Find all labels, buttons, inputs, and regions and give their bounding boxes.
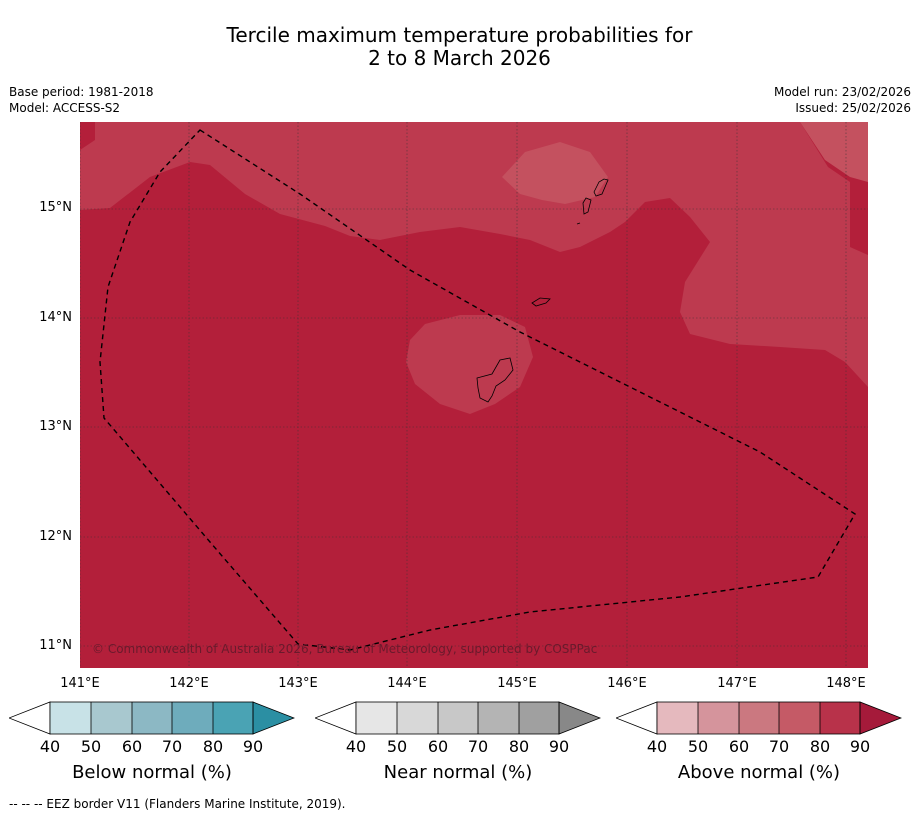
colorbar-below-low-extension (9, 701, 51, 735)
latitude-label-15n: 15°N (39, 200, 72, 215)
below-tick-60: 60 (121, 737, 143, 756)
near-tick-80: 80 (508, 737, 530, 756)
metadata-left: Base period: 1981-2018 Model: ACCESS-S2 (9, 84, 154, 116)
near-tick-50: 50 (386, 737, 408, 756)
colorbar-above-frame (656, 701, 861, 735)
colorbar-below-dividers (49, 701, 254, 735)
colorbar-below-bin-70-80 (172, 702, 213, 734)
above-tick-90: 90 (849, 737, 871, 756)
above-tick-40: 40 (646, 737, 668, 756)
probability-zone-60-70-north (502, 142, 608, 204)
colorbar-below-bin-50-60 (91, 702, 132, 734)
colorbar-above-bin-50-60 (698, 702, 739, 734)
probability-zone-70-80-north (80, 122, 868, 387)
below-tick-80: 80 (202, 737, 224, 756)
colorbar-near-dividers (355, 701, 560, 735)
colorbar-above-bin-80-90 (820, 702, 860, 734)
model-run-date: Model run: 23/02/2026 (773, 85, 911, 99)
colorbar-below-high-extension (252, 701, 295, 735)
colorbar-near-bin-80-90 (519, 702, 559, 734)
colorbar-label-above: Above normal (%) (677, 762, 841, 783)
colorbar-above-high-extension (859, 701, 902, 735)
above-tick-50: 50 (687, 737, 709, 756)
latitude-label-11n: 11°N (39, 638, 72, 653)
longitude-label-142e: 142°E (169, 676, 209, 691)
colorbar-above-low-extension (616, 701, 658, 735)
longitude-label-148e: 148°E (826, 676, 866, 691)
near-tick-60: 60 (427, 737, 449, 756)
chart-title-line-2: 2 to 8 March 2026 (368, 46, 551, 70)
colorbar-near-bin-50-60 (397, 702, 438, 734)
near-tick-90: 90 (548, 737, 570, 756)
eez-border (99, 129, 856, 651)
colorbar-near-bin-70-80 (478, 702, 519, 734)
longitude-label-141e: 141°E (60, 676, 100, 691)
islands (476, 178, 609, 403)
colorbar-near-bin-60-70 (438, 702, 478, 734)
colorbar-below-bin-80-90 (213, 702, 253, 734)
base-period: Base period: 1981-2018 (9, 85, 154, 99)
chart-title-line-1: Tercile maximum temperature probabilitie… (226, 23, 693, 47)
colorbar-below-bin-40-50 (50, 702, 91, 734)
colorbar-above-bin-40-50 (657, 702, 698, 734)
colorbar-above-bin-60-70 (739, 702, 779, 734)
colorbar-label-below: Below normal (%) (72, 762, 232, 783)
probability-zone-60-70-east (800, 122, 868, 182)
colorbar-near-high-extension (558, 701, 601, 735)
colorbar-below-bin-60-70 (132, 702, 172, 734)
longitude-label-146e: 146°E (607, 676, 647, 691)
model-name: Model: ACCESS-S2 (9, 101, 121, 115)
longitude-label-143e: 143°E (278, 676, 318, 691)
island-aguijan (576, 222, 581, 225)
colorbar-near-bin-40-50 (356, 702, 397, 734)
probability-zone-80-90-west (80, 122, 95, 150)
colorbar-label-near: Near normal (%) (383, 762, 533, 783)
above-tick-80: 80 (809, 737, 831, 756)
colorbar-near-low-extension (315, 701, 357, 735)
longitude-label-145e: 145°E (497, 676, 537, 691)
above-tick-60: 60 (728, 737, 750, 756)
probability-zone-70-80-guam (406, 315, 533, 414)
colorbar-above-dividers (656, 701, 861, 735)
near-tick-40: 40 (345, 737, 367, 756)
colorbar-above-bin-70-80 (779, 702, 820, 734)
longitude-label-144e: 144°E (387, 676, 427, 691)
above-tick-70: 70 (768, 737, 790, 756)
colorbar-below-frame (49, 701, 254, 735)
colorbar-near-frame (355, 701, 560, 735)
longitude-label-147e: 147°E (717, 676, 757, 691)
metadata-right: Model run: 23/02/2026 Issued: 25/02/2026 (774, 84, 911, 116)
near-tick-70: 70 (467, 737, 489, 756)
below-tick-90: 90 (242, 737, 264, 756)
colorbar-near-normal (315, 701, 601, 735)
issued-date: Issued: 25/02/2026 (795, 101, 911, 115)
below-tick-50: 50 (80, 737, 102, 756)
probability-map: © Commonwealth of Australia 2026, Bureau… (80, 122, 868, 668)
island-guam (476, 357, 514, 403)
eez-border-note: -- -- -- EEZ border V11 (Flanders Marine… (9, 797, 346, 811)
below-tick-40: 40 (39, 737, 61, 756)
colorbar-below-normal (9, 701, 295, 735)
colorbar-above-normal (616, 701, 902, 735)
below-tick-70: 70 (161, 737, 183, 756)
island-saipan (593, 178, 609, 197)
latitude-label-13n: 13°N (39, 419, 72, 434)
island-tinian (582, 197, 592, 215)
latitude-label-12n: 12°N (39, 529, 72, 544)
gridlines (80, 122, 868, 668)
latitude-label-14n: 14°N (39, 310, 72, 325)
island-rota (531, 297, 551, 307)
copyright-notice: © Commonwealth of Australia 2026, Bureau… (92, 642, 597, 656)
